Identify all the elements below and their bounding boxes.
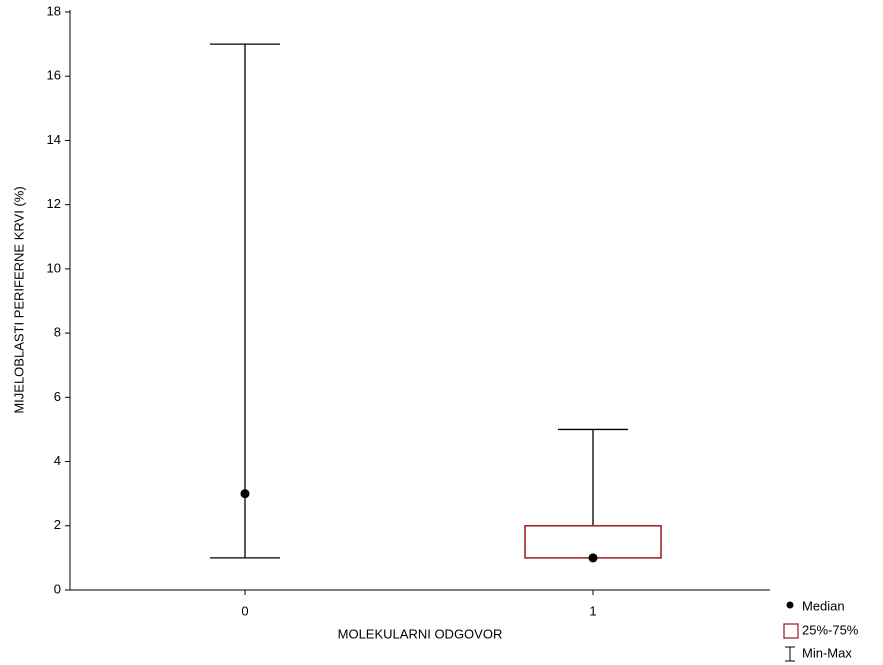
x-axis-label: MOLEKULARNI ODGOVOR — [338, 626, 503, 641]
legend-whisker-icon — [785, 646, 795, 662]
y-tick-label: 12 — [47, 196, 61, 211]
legend-box-icon — [783, 623, 799, 639]
median — [240, 489, 250, 499]
median — [588, 553, 598, 563]
legend-label: Min-Max — [802, 645, 852, 660]
y-axis-label: MIJELOBLASTI PERIFERNE KRVI (%) — [11, 186, 26, 413]
y-tick-label: 18 — [47, 3, 61, 18]
y-tick-label: 14 — [47, 132, 61, 147]
y-tick-label: 2 — [54, 517, 61, 532]
box — [524, 524, 662, 559]
x-tick-label: 1 — [589, 603, 596, 618]
legend-median-icon — [786, 601, 794, 609]
y-tick-label: 0 — [54, 581, 61, 596]
y-tick-label: 10 — [47, 260, 61, 275]
y-tick-label: 4 — [54, 453, 61, 468]
x-tick-label: 0 — [241, 603, 248, 618]
legend-label: Median — [802, 598, 845, 613]
y-tick-label: 16 — [47, 68, 61, 83]
legend-label: 25%-75% — [802, 622, 859, 637]
y-tick-label: 8 — [54, 325, 61, 340]
y-tick-label: 6 — [54, 389, 61, 404]
